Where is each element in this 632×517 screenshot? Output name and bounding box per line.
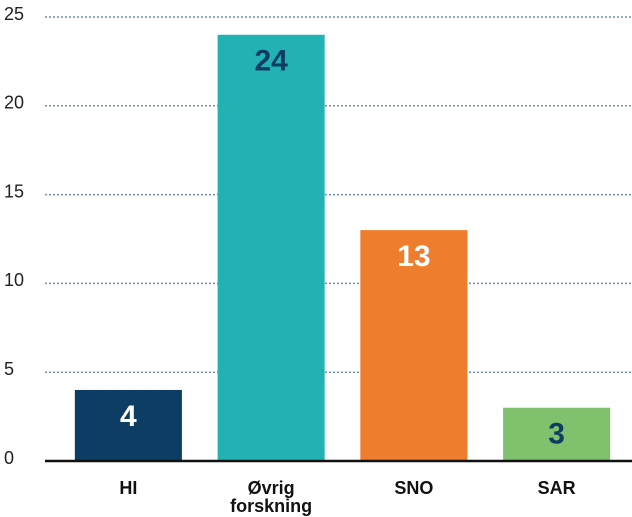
y-tick-label: 5: [4, 359, 14, 379]
x-tick-label: HI: [119, 478, 138, 498]
bar: [503, 407, 611, 461]
data-label: 24: [254, 45, 288, 78]
bar: [74, 389, 182, 461]
bar: [217, 34, 325, 461]
data-label: 3: [548, 418, 565, 451]
y-tick-label: 0: [4, 448, 14, 468]
bar: [360, 230, 468, 461]
x-tick-label: SNO: [394, 478, 434, 498]
y-tick-label: 20: [4, 93, 24, 113]
y-tick-label: 15: [4, 181, 24, 201]
data-label: 13: [397, 240, 430, 273]
y-tick-label: 25: [4, 4, 24, 24]
data-label: 4: [120, 400, 137, 433]
y-tick-label: 10: [4, 270, 24, 290]
x-tick-label: SAR: [537, 478, 576, 498]
x-tick-label: Øvrig forskning: [230, 478, 313, 516]
